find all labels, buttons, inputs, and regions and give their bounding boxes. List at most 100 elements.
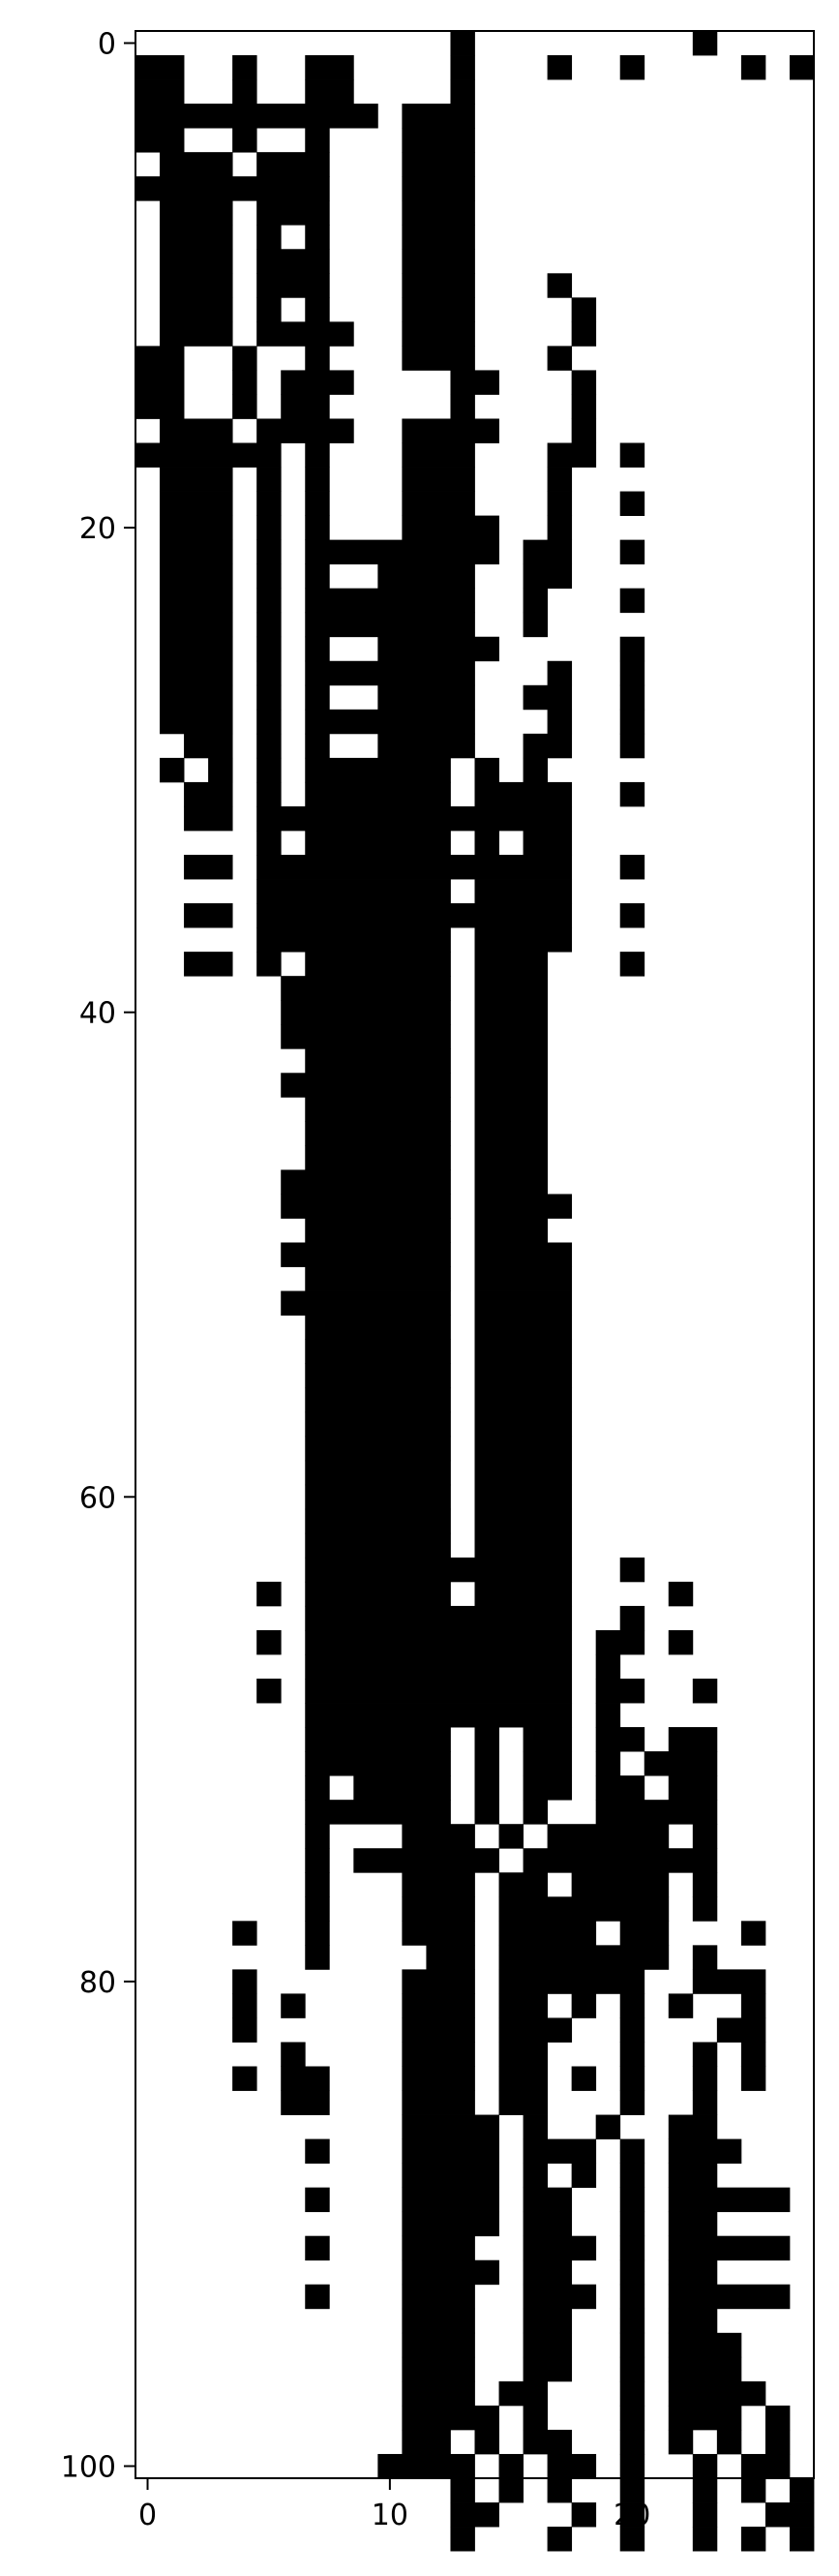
heatmap-cell: [619, 2259, 645, 2286]
heatmap-cell: [305, 588, 475, 614]
heatmap-cell: [595, 1703, 621, 1728]
heatmap-cell: [402, 1969, 475, 1994]
heatmap-cell: [135, 104, 378, 129]
heatmap-cell: [305, 2138, 330, 2165]
heatmap-cell: [184, 781, 233, 807]
heatmap-cell: [402, 2308, 475, 2334]
heatmap-cell: [160, 660, 233, 686]
heatmap-cell: [305, 1218, 451, 1243]
heatmap-cell: [523, 2429, 573, 2455]
heatmap-cell: [305, 1629, 573, 1655]
heatmap-cell: [498, 1921, 597, 1946]
heatmap-cell: [474, 1242, 573, 1267]
heatmap-cell: [571, 394, 597, 419]
heatmap-cell: [256, 515, 282, 541]
heatmap-cell: [232, 55, 257, 80]
heatmap-cell: [547, 55, 573, 80]
heatmap-cell: [256, 467, 282, 492]
heatmap-cell: [692, 2478, 718, 2503]
heatmap-cell: [740, 2527, 766, 2552]
heatmap-cell: [281, 1242, 451, 1267]
heatmap-cell: [281, 2042, 306, 2067]
heatmap-cell: [668, 2429, 694, 2455]
heatmap-cell: [619, 684, 645, 711]
heatmap-cell: [547, 2453, 597, 2479]
heatmap-cell: [256, 491, 282, 516]
heatmap-cell: [450, 2502, 499, 2528]
heatmap-cell: [305, 1484, 451, 1510]
heatmap-cell: [402, 1993, 475, 2018]
heatmap-cell: [256, 152, 330, 177]
heatmap-cell: [523, 2259, 573, 2286]
heatmap-cell: [474, 1218, 549, 1243]
heatmap-cell: [619, 2405, 645, 2431]
heatmap-cell: [474, 1727, 499, 1752]
heatmap-cell: [619, 636, 645, 662]
heatmap-cell: [402, 2380, 475, 2407]
heatmap-cell: [305, 1775, 330, 1801]
heatmap-cell: [402, 152, 475, 177]
heatmap-cell: [716, 2429, 742, 2455]
heatmap-cell: [305, 1800, 451, 1825]
heatmap-cell: [595, 1775, 645, 1801]
heatmap-cell: [547, 442, 597, 468]
heatmap-cell: [595, 1751, 621, 1776]
heatmap-cell: [474, 1363, 573, 1389]
heatmap-cell: [523, 2308, 573, 2334]
heatmap-cell: [160, 200, 233, 226]
heatmap-cell: [547, 1824, 670, 1849]
heatmap-cell: [692, 1945, 718, 1970]
heatmap-cell: [402, 2114, 499, 2139]
heatmap-cell: [135, 346, 185, 371]
heatmap-cell: [160, 612, 233, 638]
heatmap-cell: [256, 273, 330, 298]
heatmap-cell: [402, 2332, 475, 2358]
heatmap-cell: [402, 104, 475, 129]
heatmap-cell: [281, 1024, 451, 1049]
heatmap-cell: [256, 563, 282, 590]
heatmap-cell: [619, 903, 645, 928]
heatmap-cell: [498, 2380, 549, 2407]
heatmap-cell: [232, 79, 257, 105]
heatmap-cell: [305, 830, 451, 856]
heatmap-cell: [377, 636, 499, 662]
heatmap-cell: [305, 491, 330, 516]
heatmap-cell: [232, 346, 257, 371]
y-tick-label: 100: [61, 2450, 116, 2484]
heatmap-cell: [474, 1266, 573, 1291]
heatmap-cell: [256, 757, 282, 783]
heatmap-cell: [256, 225, 282, 250]
heatmap-cell: [256, 709, 282, 735]
heatmap-cell: [450, 370, 499, 395]
heatmap-cell: [764, 2502, 815, 2528]
heatmap-cells: [135, 31, 815, 2552]
heatmap-cell: [619, 2138, 645, 2165]
heatmap-cell: [402, 467, 475, 492]
heatmap-cell: [692, 2042, 718, 2067]
heatmap-cell: [619, 2453, 645, 2479]
heatmap-cell: [692, 1872, 718, 1897]
heatmap-cell: [256, 805, 306, 832]
heatmap-cell: [305, 1411, 451, 1438]
heatmap-cell: [523, 733, 573, 759]
heatmap-cell: [402, 2187, 499, 2213]
heatmap-cell: [305, 1387, 451, 1413]
heatmap-cell: [474, 1460, 573, 1486]
heatmap-cell: [740, 2453, 791, 2479]
heatmap-cell: [692, 1679, 718, 1704]
heatmap-cell: [402, 2429, 451, 2455]
heatmap-cell: [523, 1775, 573, 1801]
heatmap-cell: [474, 2429, 499, 2455]
heatmap-cell: [474, 879, 573, 904]
heatmap-cell: [305, 757, 451, 783]
heatmap-cell: [692, 31, 718, 56]
heatmap-cell: [256, 879, 451, 904]
heatmap-cell: [232, 1993, 257, 2018]
heatmap-cell: [474, 1024, 549, 1049]
heatmap-cell: [474, 1411, 573, 1438]
heatmap-cell: [474, 1169, 549, 1195]
heatmap-cell: [305, 1679, 573, 1704]
heatmap-cell: [474, 1145, 549, 1170]
heatmap-cell: [692, 2502, 718, 2528]
heatmap-cell: [402, 1921, 475, 1946]
